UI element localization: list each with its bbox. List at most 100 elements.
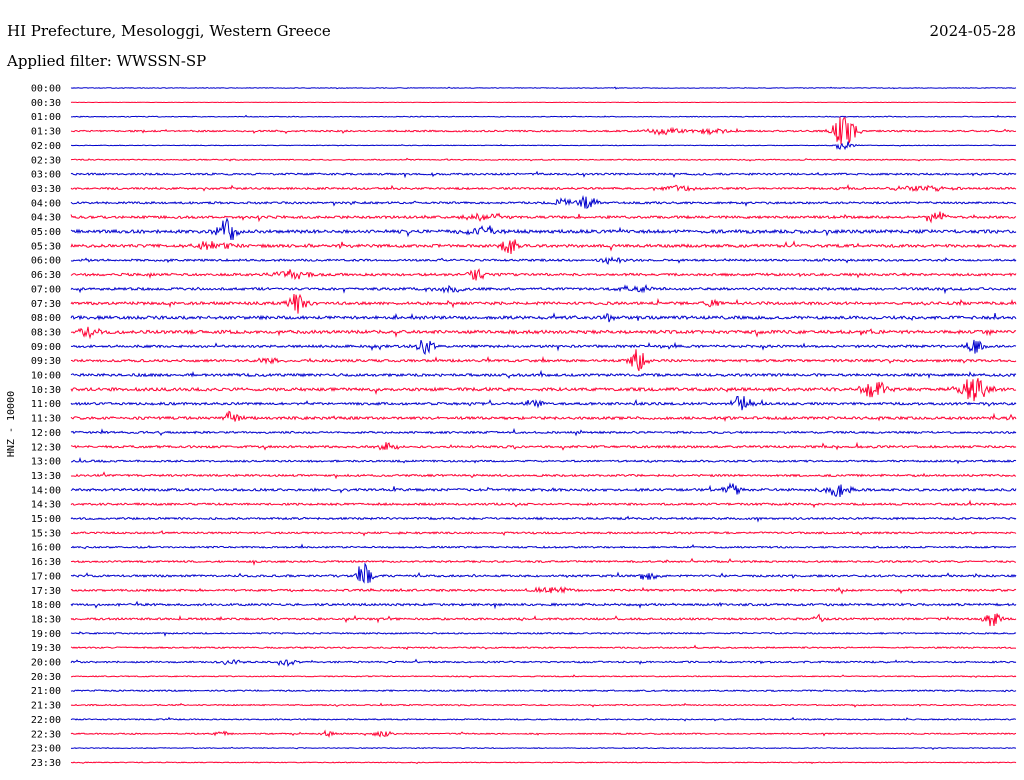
row-time-label: 02:00 <box>31 141 61 152</box>
trace-line <box>70 256 1017 265</box>
row-time-label: 16:30 <box>31 557 61 568</box>
trace-line <box>71 326 1017 340</box>
trace-line <box>70 239 1017 255</box>
station-title: HI Prefecture, Mesologgi, Western Greece <box>7 22 331 40</box>
trace-line <box>70 644 1017 650</box>
trace-line <box>70 268 1017 281</box>
trace-line <box>70 441 1017 451</box>
trace-line <box>70 543 1017 550</box>
row-time-label: 12:00 <box>31 428 61 439</box>
row-time-label: 12:30 <box>31 442 61 453</box>
trace-line <box>70 378 1017 402</box>
row-time-label: 10:00 <box>31 371 61 382</box>
row-time-label: 03:30 <box>31 184 61 195</box>
row-time-label: 08:00 <box>31 313 61 324</box>
trace-line <box>71 141 1017 151</box>
row-time-label: 17:30 <box>31 586 61 597</box>
row-time-label: 07:00 <box>31 284 61 295</box>
trace-line <box>71 456 1017 465</box>
row-time-label: 15:00 <box>31 514 61 525</box>
row-time-label: 11:30 <box>31 414 61 425</box>
trace-line <box>70 530 1017 537</box>
row-time-label: 14:30 <box>31 500 61 511</box>
trace-line <box>70 293 1017 314</box>
row-time-label: 10:30 <box>31 385 61 396</box>
trace-line <box>70 515 1017 523</box>
row-time-label: 15:30 <box>31 528 61 539</box>
row-time-label: 20:00 <box>31 658 61 669</box>
trace-line <box>70 557 1017 566</box>
trace-line <box>70 761 1017 765</box>
trace-line <box>70 689 1017 693</box>
trace-line <box>70 86 1017 90</box>
trace-line <box>70 562 1017 584</box>
row-time-label: 02:30 <box>31 155 61 166</box>
trace-line <box>70 410 1017 423</box>
row-time-label: 03:00 <box>31 170 61 181</box>
row-time-label: 01:30 <box>31 127 61 138</box>
row-time-label: 08:30 <box>31 327 61 338</box>
trace-line <box>70 349 1017 372</box>
trace-line <box>70 729 1017 739</box>
trace-line <box>70 746 1016 751</box>
row-time-label: 04:30 <box>31 213 61 224</box>
trace-line <box>70 658 1017 667</box>
trace-line <box>70 101 1017 104</box>
y-axis-label: HNZ - 10000 <box>6 391 17 457</box>
trace-line <box>70 170 1017 179</box>
row-time-label: 18:00 <box>31 600 61 611</box>
row-time-label: 07:30 <box>31 299 61 310</box>
trace-rows: 00:00 00:30 01:00 01:30 02:00 02:30 03:00 03:30… <box>31 84 1017 769</box>
row-time-label: 17:00 <box>31 571 61 582</box>
trace-line <box>70 631 1017 637</box>
trace-line <box>70 396 1017 411</box>
trace-line <box>70 339 1017 356</box>
row-time-label: 14:00 <box>31 485 61 496</box>
trace-line <box>70 283 1017 295</box>
row-time-label: 22:30 <box>31 729 61 740</box>
row-time-label: 23:30 <box>31 758 61 769</box>
row-time-label: 19:30 <box>31 643 61 654</box>
row-time-label: 00:30 <box>31 98 61 109</box>
row-time-label: 06:30 <box>31 270 61 281</box>
trace-line <box>70 613 1017 627</box>
trace-line <box>70 217 1017 240</box>
row-time-label: 09:30 <box>31 356 61 367</box>
row-time-label: 21:30 <box>31 701 61 712</box>
filter-label: Applied filter: WWSSN-SP <box>6 52 206 70</box>
trace-line <box>70 369 1017 379</box>
row-time-label: 11:00 <box>31 399 61 410</box>
row-time-label: 09:00 <box>31 342 61 353</box>
trace-line <box>70 586 1017 595</box>
trace-line <box>70 312 1017 323</box>
row-time-label: 13:00 <box>31 457 61 468</box>
trace-line <box>70 600 1017 610</box>
trace-line <box>70 702 1017 708</box>
row-time-label: 16:00 <box>31 543 61 554</box>
trace-line <box>70 184 1017 192</box>
row-time-label: 18:30 <box>31 614 61 625</box>
trace-line <box>70 116 1017 145</box>
row-time-label: 01:00 <box>31 112 61 123</box>
row-time-label: 05:30 <box>31 241 61 252</box>
row-time-label: 04:00 <box>31 198 61 209</box>
trace-line <box>70 482 1017 498</box>
row-time-label: 13:30 <box>31 471 61 482</box>
row-time-label: 06:00 <box>31 256 61 267</box>
trace-line <box>70 427 1017 437</box>
trace-line <box>70 114 1017 118</box>
date-label: 2024-05-28 <box>930 22 1016 40</box>
trace-line <box>70 471 1017 480</box>
row-time-label: 23:00 <box>31 744 61 755</box>
trace-line <box>70 499 1017 509</box>
row-time-label: 19:00 <box>31 629 61 640</box>
trace-line <box>70 674 1017 679</box>
trace-line <box>70 211 1017 224</box>
row-time-label: 21:00 <box>31 686 61 697</box>
trace-line <box>70 716 1017 722</box>
row-time-label: 00:00 <box>31 84 61 95</box>
trace-line <box>70 157 1017 162</box>
row-time-label: 20:30 <box>31 672 61 683</box>
trace-line <box>70 194 1017 210</box>
